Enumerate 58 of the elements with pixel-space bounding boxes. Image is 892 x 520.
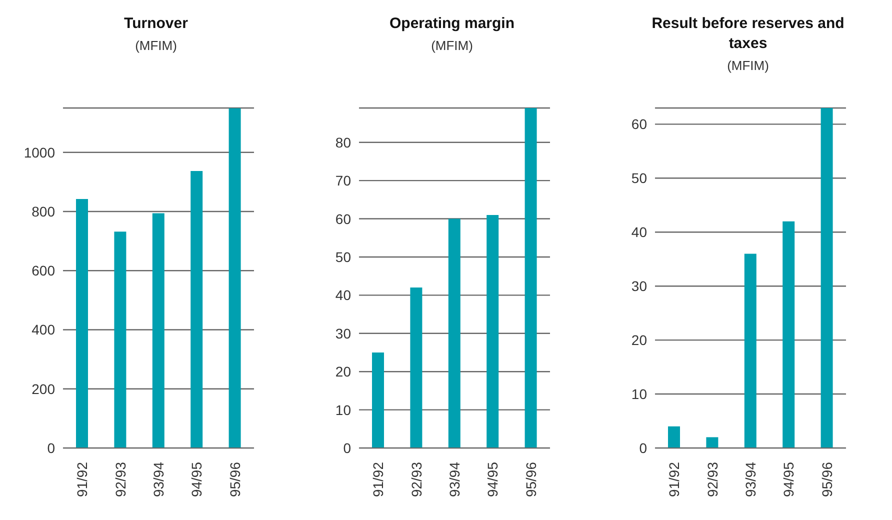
y-tick-label: 50 — [631, 170, 648, 186]
x-tick-label: 94/95 — [188, 462, 205, 498]
y-tick-label: 60 — [335, 210, 352, 227]
y-tick-label: 0 — [47, 440, 56, 456]
x-tick-label: 91/92 — [370, 462, 386, 498]
y-tick-label: 70 — [335, 172, 352, 189]
y-tick-label: 10 — [631, 386, 648, 402]
bar — [706, 437, 718, 448]
x-tick-label: 92/93 — [408, 462, 424, 498]
x-tick-label: 95/96 — [522, 462, 539, 498]
y-tick-label: 20 — [335, 364, 352, 380]
bar — [152, 213, 164, 448]
y-tick-label: 0 — [639, 440, 648, 456]
y-tick-label: 30 — [335, 325, 352, 342]
y-tick-label: 50 — [335, 248, 352, 265]
bar — [744, 254, 756, 448]
y-tick-label: 20 — [631, 332, 648, 348]
y-tick-label: 800 — [32, 203, 56, 220]
bar — [76, 199, 88, 448]
x-tick-label: 93/94 — [446, 462, 462, 498]
x-tick-label: 94/95 — [780, 462, 797, 498]
x-tick-label: 91/92 — [74, 462, 90, 498]
bar — [114, 232, 126, 448]
y-tick-label: 0 — [343, 440, 352, 456]
bar — [372, 352, 384, 448]
x-tick-label: 95/96 — [818, 462, 835, 498]
x-tick-label: 93/94 — [742, 462, 758, 498]
y-tick-label: 10 — [335, 402, 352, 418]
chart-title: Turnover — [123, 14, 189, 34]
bar — [448, 218, 460, 448]
y-tick-label: 400 — [32, 322, 56, 338]
y-tick-label: 40 — [631, 224, 648, 240]
x-tick-label: 92/93 — [112, 462, 128, 498]
x-tick-label: 92/93 — [704, 462, 720, 498]
x-tick-label: 93/94 — [150, 462, 166, 498]
y-tick-label: 40 — [335, 287, 352, 304]
chart-subtitle: (MFIM) — [134, 38, 178, 53]
bar — [486, 214, 499, 448]
bar — [410, 288, 422, 448]
x-tick-label: 91/92 — [666, 462, 682, 498]
x-tick-label: 95/96 — [226, 462, 243, 498]
bar — [228, 108, 241, 448]
chart-subtitle: (MFIM) — [430, 38, 474, 53]
chart-title: Operating margin — [388, 14, 516, 34]
x-tick-label: 94/95 — [484, 462, 501, 498]
bar — [782, 221, 795, 448]
bar — [524, 108, 537, 448]
chart-title: Result before reserves and taxes — [650, 14, 846, 54]
y-tick-label: 600 — [32, 262, 56, 279]
y-tick-label: 200 — [32, 380, 56, 397]
y-tick-label: 30 — [631, 278, 648, 294]
chart-subtitle: (MFIM) — [726, 58, 770, 73]
y-tick-label: 60 — [631, 116, 648, 132]
bar — [668, 426, 680, 448]
y-tick-label: 1000 — [24, 144, 56, 160]
y-tick-label: 80 — [335, 134, 352, 150]
bar — [820, 108, 833, 448]
bar — [190, 170, 203, 448]
